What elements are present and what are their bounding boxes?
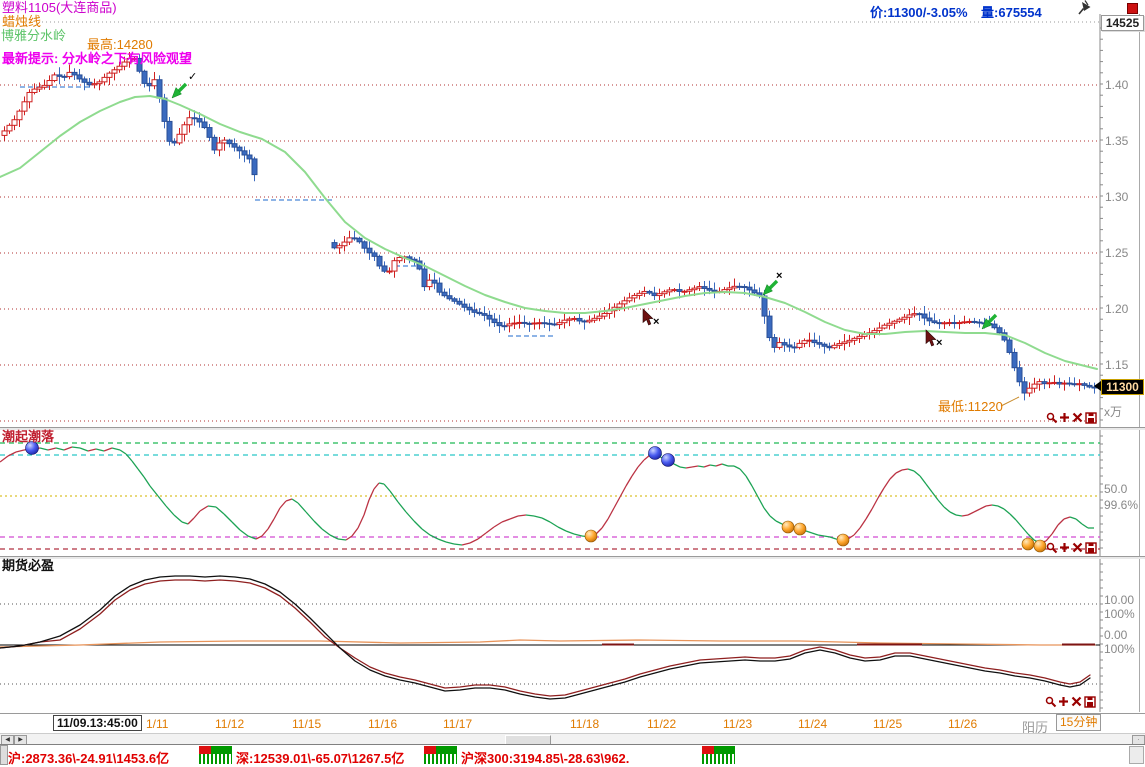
chart-scrollbar[interactable]: ◀ ▶ ·	[0, 733, 1145, 746]
axis-tick-label: 1.30	[1105, 190, 1129, 204]
date-label: 11/22	[647, 717, 677, 731]
low-price-label: 最低:11220	[938, 399, 1003, 414]
axis-tick-label: 1.20	[1105, 302, 1129, 316]
panel-divider[interactable]	[0, 556, 1145, 559]
volume-label: 量:675554	[981, 5, 1042, 20]
futures-panel-title: 期货必盈	[2, 558, 55, 573]
calendar-type-label: 阳历	[1022, 720, 1049, 735]
svg-text:✓: ✓	[188, 71, 197, 83]
statusbar-left-button[interactable]	[0, 745, 8, 765]
oscillator-panel-title: 潮起潮落	[2, 429, 55, 444]
add-icon[interactable]	[1059, 697, 1068, 706]
date-label: 11/15	[292, 717, 322, 731]
pin-icon[interactable]	[1076, 0, 1093, 16]
date-label: 11/26	[948, 717, 978, 731]
main-panel-toolbar	[1046, 412, 1097, 424]
date-label: 11/12	[215, 717, 245, 731]
date-label: 11/24	[798, 717, 828, 731]
period-selector[interactable]: 15分钟	[1056, 714, 1102, 731]
chart-canvas[interactable]: ✓ × × ×	[0, 0, 1145, 714]
axis-tick-label: 1.25	[1105, 246, 1129, 260]
axis-tick-label: 0.00	[1104, 628, 1128, 642]
last-price-arrow-icon	[1094, 381, 1101, 391]
date-axis: 11/09.13:45:00 1/11 11/12 11/15 11/16 11/17 1…	[0, 714, 1145, 735]
window-resize-grip[interactable]	[1129, 746, 1144, 764]
axis-tick-label: 100%	[1104, 642, 1135, 656]
oscillator-panel-toolbar	[1046, 542, 1097, 554]
date-label: 11/17	[443, 717, 473, 731]
axis-tick-label: 1.40	[1105, 78, 1129, 92]
date-label: 11/18	[570, 717, 600, 731]
save-icon[interactable]	[1085, 412, 1097, 424]
sh-mini-chart-icon[interactable]	[199, 746, 232, 764]
axis-tick-label: 1.35	[1105, 134, 1129, 148]
date-label: 11/25	[873, 717, 903, 731]
alert-tip-label: 最新提示: 分水岭之下有风险观望	[2, 51, 192, 66]
crosshair-time-box: 11/09.13:45:00	[53, 715, 142, 731]
panel-divider[interactable]	[0, 427, 1145, 430]
close-icon[interactable]	[1071, 696, 1082, 707]
close-icon[interactable]	[1072, 412, 1083, 423]
price-change-label: 价:11300/-3.05%	[870, 5, 968, 20]
axis-top-value: 14525	[1101, 15, 1144, 31]
svg-text:×: ×	[936, 337, 942, 349]
alert-square-icon	[1127, 3, 1138, 14]
date-label: 11/23	[723, 717, 753, 731]
sz-mini-chart-icon[interactable]	[424, 746, 457, 764]
last-price-tag: 11300	[1101, 379, 1144, 395]
zoom-icon[interactable]	[1045, 696, 1057, 708]
axis-tick-label: 1.15	[1105, 358, 1129, 372]
indicator-name-watershed: 博雅分水岭	[1, 28, 67, 43]
high-price-label: 最高:14280	[87, 37, 153, 52]
sz-index-readout: 深:12539.01\-65.07\1267.5亿	[236, 751, 405, 766]
close-icon[interactable]	[1072, 542, 1083, 553]
svg-text:×: ×	[776, 270, 782, 282]
market-status-bar: 沪:2873.36\-24.91\1453.6亿 深:12539.01\-65.…	[0, 744, 1145, 766]
sh-index-readout: 沪:2873.36\-24.91\1453.6亿	[8, 751, 170, 766]
date-label: 1/11	[146, 717, 169, 731]
chart-bottom-border	[0, 713, 1145, 714]
zoom-icon[interactable]	[1046, 412, 1058, 424]
hs300-mini-chart-icon[interactable]	[702, 746, 735, 764]
add-icon[interactable]	[1060, 543, 1069, 552]
indicator-name-candles: 蜡烛线	[2, 14, 42, 29]
hs300-index-readout: 沪深300:3194.85\-28.63\962.	[461, 751, 630, 766]
axis-tick-label: 99.6%	[1104, 498, 1139, 512]
date-label: 11/16	[368, 717, 398, 731]
axis-tick-label: 100%	[1104, 607, 1135, 621]
axis-tick-label: 10.00	[1104, 593, 1135, 607]
add-icon[interactable]	[1060, 413, 1069, 422]
futures-panel-toolbar	[1045, 696, 1096, 708]
axis-tick-label: 50.0	[1104, 482, 1128, 496]
zoom-icon[interactable]	[1046, 542, 1058, 554]
price-volume-readout: 价:11300/-3.05% 量:675554	[870, 2, 1042, 22]
svg-text:×: ×	[653, 316, 659, 328]
instrument-title: 塑料1105(大连商品)	[2, 0, 117, 15]
save-icon[interactable]	[1084, 696, 1096, 708]
axis-unit-label: x万	[1104, 405, 1123, 419]
save-icon[interactable]	[1085, 542, 1097, 554]
